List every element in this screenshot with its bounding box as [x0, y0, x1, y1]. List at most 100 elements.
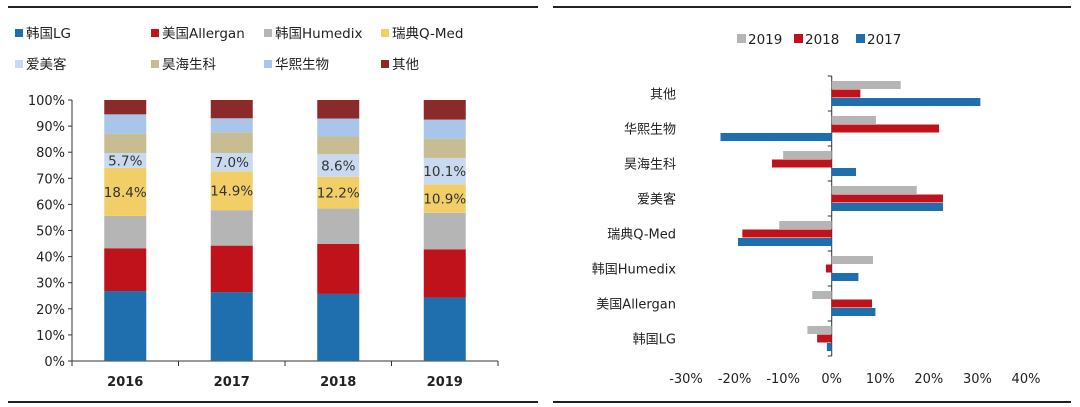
- legend-label-4: 爱美客: [26, 56, 67, 73]
- legend-label-3: 瑞典Q-Med: [392, 26, 463, 42]
- bar-2017: [720, 133, 832, 141]
- legend-label-1: 2018: [805, 32, 839, 48]
- x-tick-label: 30%: [963, 372, 992, 387]
- bar-segment-5: [210, 132, 253, 153]
- category-label: 韩国LG: [633, 333, 676, 348]
- bar-2017: [831, 98, 981, 106]
- bar-segment-6: [210, 118, 253, 133]
- category-label: 昊海生科: [624, 158, 676, 173]
- bar-2017: [826, 343, 832, 351]
- bar-segment-0: [317, 293, 360, 361]
- bar-2018: [831, 299, 873, 308]
- bar-2019: [831, 186, 917, 194]
- bar-segment-2: [210, 210, 253, 246]
- bar-2019: [779, 221, 832, 229]
- category-label: 华熙生物: [624, 123, 676, 138]
- data-label: 14.9%: [210, 184, 253, 200]
- bar-segment-3: [423, 184, 466, 213]
- legend-swatch-7: [381, 60, 389, 68]
- right-bottom-rule: [553, 401, 1071, 403]
- bar-2018: [825, 264, 832, 273]
- y-tick-label: 10%: [36, 329, 65, 344]
- legend-label-5: 昊海生科: [162, 57, 216, 73]
- x-tick-label: 2017: [214, 375, 250, 390]
- bar-segment-4: [423, 157, 466, 185]
- legend-swatch-1: [151, 29, 159, 37]
- bar-2018: [742, 229, 832, 238]
- y-tick-label: 70%: [36, 172, 65, 187]
- bar-2018: [831, 194, 943, 203]
- legend-label-6: 华熙生物: [275, 57, 329, 73]
- legend-swatch-5: [151, 60, 159, 68]
- x-tick-label: 2016: [107, 375, 143, 390]
- x-tick-label: -10%: [766, 372, 800, 387]
- right-axes: -30% -20% -10% 0% 10% 20% 30% 40% 其他华熙生物昊海生科爱美客瑞…: [592, 75, 1041, 387]
- bar-segment-2: [104, 215, 147, 249]
- legend-label-2: 2017: [867, 32, 901, 48]
- y-tick-label: 50%: [36, 225, 65, 240]
- bar-segment-0: [104, 291, 147, 361]
- bar-2017: [831, 273, 859, 281]
- y-tick-label: 90%: [36, 120, 65, 135]
- x-tick-label: 40%: [1012, 372, 1041, 387]
- bar-segment-4: [210, 152, 253, 172]
- y-tick-label: 40%: [36, 251, 65, 266]
- right-bars: [720, 81, 981, 351]
- data-label: 8.6%: [321, 159, 355, 175]
- bar-2018: [831, 89, 861, 98]
- left-data-labels: 18.4% 5.7% 14.9% 7.0% 12.2% 8.6% 10.9% 10.1%: [104, 153, 467, 207]
- left-bottom-rule: [8, 401, 538, 403]
- bar-segment-6: [317, 118, 360, 137]
- y-tick-label: 60%: [36, 198, 65, 213]
- bar-2017: [737, 238, 832, 246]
- bar-segment-6: [423, 119, 466, 139]
- bar-segment-3: [104, 167, 147, 216]
- x-tick-label: 2019: [427, 375, 463, 390]
- bar-segment-5: [104, 133, 147, 153]
- legend-swatch-0: [737, 34, 746, 43]
- bar-segment-7: [210, 100, 253, 119]
- bar-2019: [831, 116, 876, 124]
- x-tick-label: 0%: [821, 372, 842, 387]
- legend-swatch-3: [381, 29, 389, 37]
- x-tick-label: 2018: [320, 375, 356, 390]
- category-label: 其他: [650, 88, 676, 103]
- data-label: 12.2%: [317, 186, 360, 202]
- bar-segment-6: [104, 114, 147, 134]
- bar-segment-1: [423, 249, 466, 298]
- legend-swatch-2: [264, 29, 272, 37]
- right-top-rule: [553, 6, 1071, 8]
- bar-2017: [831, 308, 876, 316]
- bar-2019: [831, 81, 901, 89]
- legend-label-2: 韩国Humedix: [275, 26, 362, 42]
- bar-segment-2: [423, 212, 466, 250]
- data-label: 10.1%: [423, 164, 466, 180]
- legend-label-7: 其他: [392, 57, 419, 73]
- bar-segment-0: [210, 292, 253, 361]
- left-bars: [104, 100, 466, 361]
- bar-2019: [783, 151, 832, 159]
- legend-swatch-4: [15, 60, 23, 68]
- bar-segment-7: [104, 100, 147, 115]
- bar-2019: [831, 256, 873, 264]
- legend-label-1: 美国Allergan: [162, 26, 245, 42]
- bar-2017: [831, 168, 856, 176]
- bar-segment-1: [104, 248, 147, 292]
- bar-segment-7: [317, 100, 360, 119]
- bar-segment-1: [210, 245, 253, 293]
- y-tick-label: 30%: [36, 277, 65, 292]
- legend-swatch-1: [794, 34, 803, 43]
- bar-2018: [817, 334, 832, 343]
- bar-segment-0: [423, 297, 466, 361]
- right-legend: 2019 2018 2017: [737, 32, 901, 48]
- bar-2019: [812, 291, 832, 299]
- category-label: 韩国Humedix: [592, 263, 677, 278]
- data-label: 7.0%: [215, 155, 249, 171]
- legend-swatch-0: [15, 29, 23, 37]
- bar-segment-4: [104, 152, 147, 168]
- left-legend: 韩国LG 美国Allergan 韩国Humedix 瑞典Q-Med 爱美客 昊海生科 华熙生…: [15, 26, 463, 73]
- bar-2017: [831, 203, 943, 211]
- bar-segment-5: [317, 136, 360, 155]
- bar-segment-3: [317, 176, 360, 209]
